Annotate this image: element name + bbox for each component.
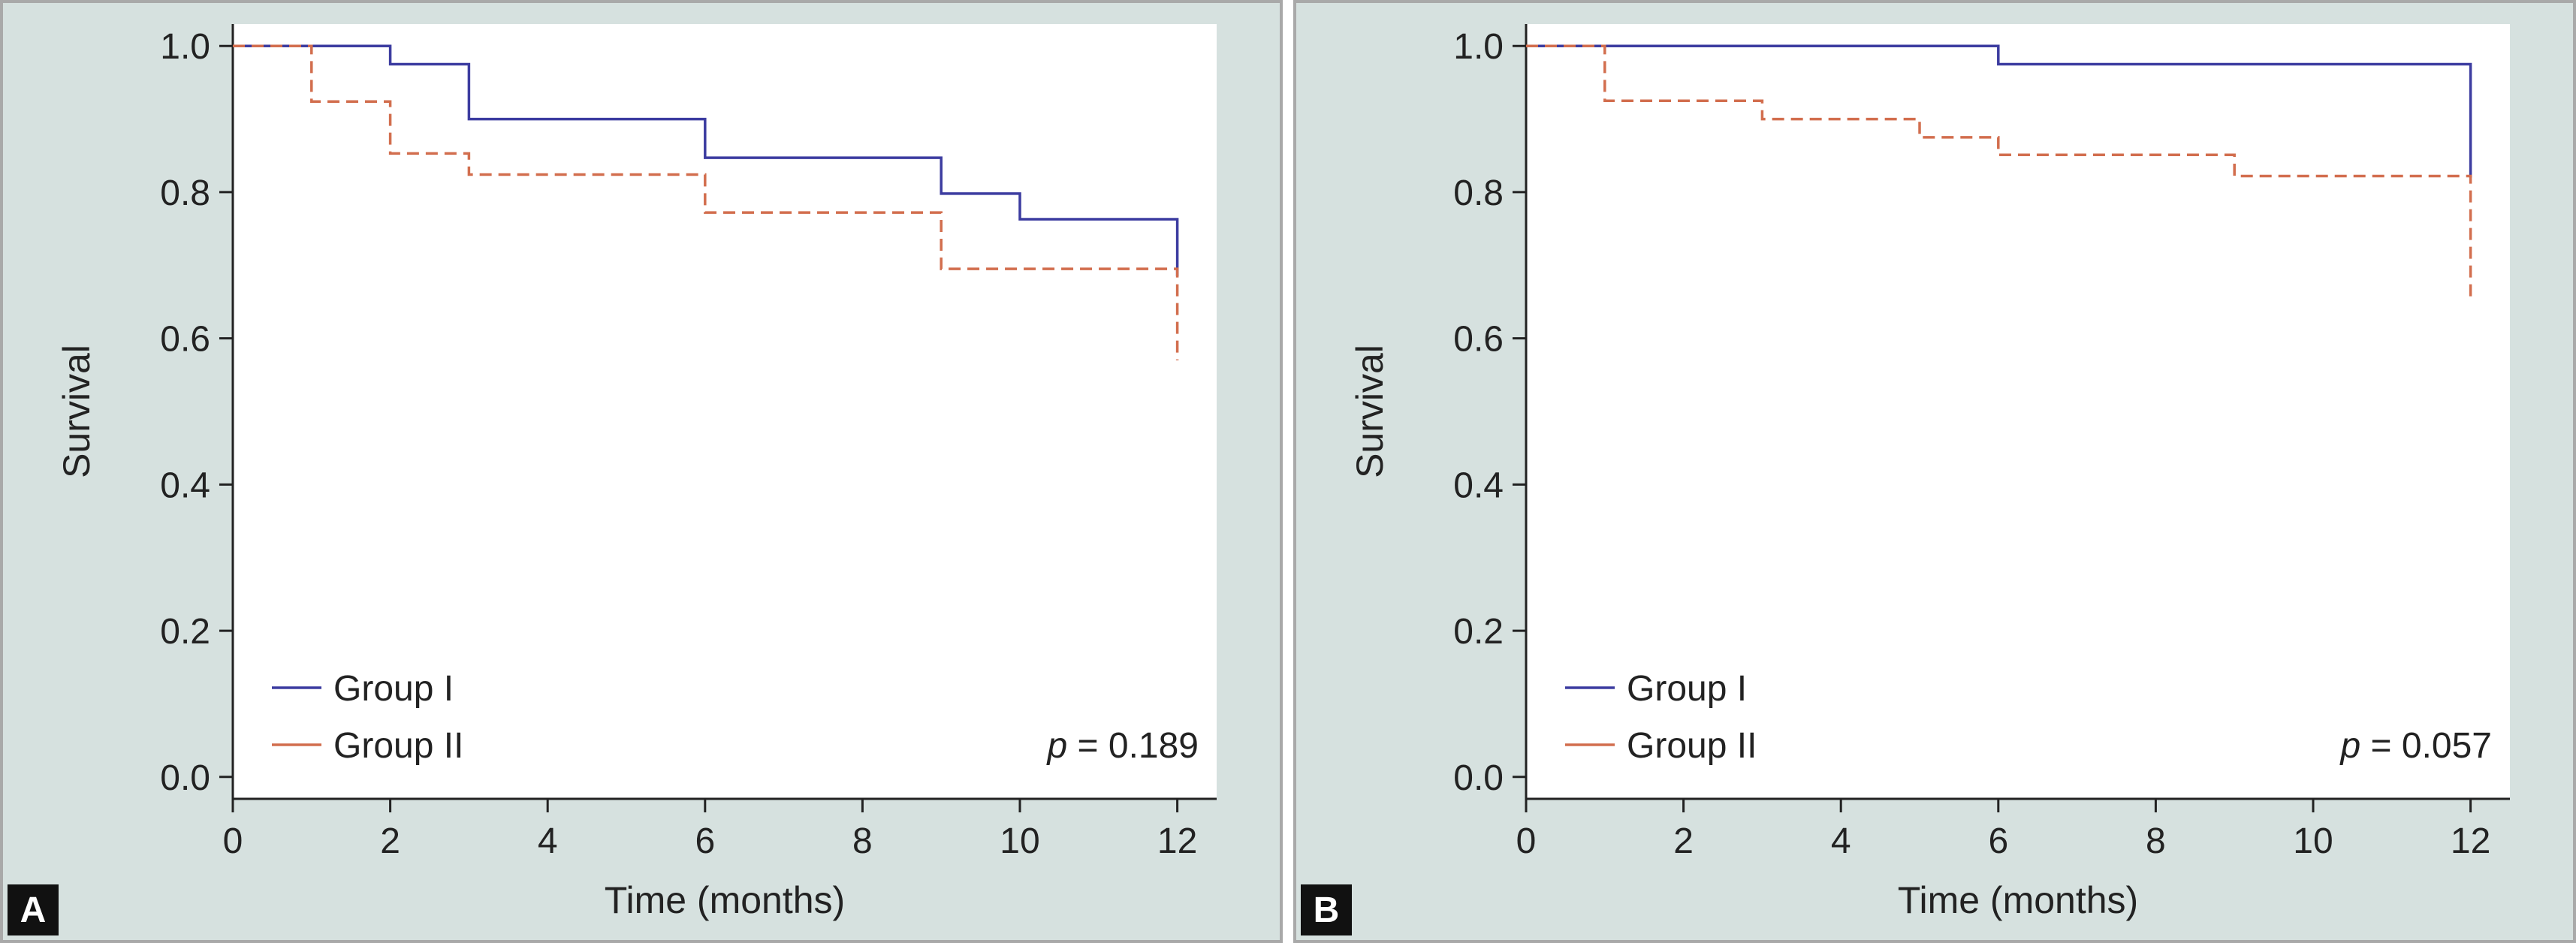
survival-chart-a: 0.0 0.2 0.4 0.6 0.8 1.0 0 2 4 6 8 10 12 Time (months)… <box>56 24 1217 921</box>
plot-area <box>1526 24 2510 799</box>
x-tick-label: 8 <box>852 821 873 861</box>
p-value: = 0.189 <box>1067 726 1199 766</box>
legend-label: Group II <box>1627 726 1757 766</box>
x-tick-label: 6 <box>695 821 715 861</box>
legend-label: Group II <box>333 726 463 766</box>
x-tick-label: 10 <box>1000 821 1039 861</box>
panel-a: 0.0 0.2 0.4 0.6 0.8 1.0 0 2 4 6 8 10 12 Time (months)… <box>0 0 1283 943</box>
p-value-annotation: p = 0.189 <box>1045 726 1199 766</box>
x-axis-label: Time (months) <box>1898 879 2138 921</box>
p-value-annotation: p = 0.057 <box>2339 726 2492 766</box>
x-tick-label: 10 <box>2293 821 2333 861</box>
y-tick-label: 1.0 <box>1453 27 1504 67</box>
y-tick-label: 1.0 <box>160 27 210 67</box>
x-tick-label: 8 <box>2146 821 2166 861</box>
x-tick-label: 0 <box>223 821 243 861</box>
survival-line-group-2 <box>233 44 1179 360</box>
x-tick-label: 12 <box>1157 821 1197 861</box>
x-axis-label: Time (months) <box>605 879 845 921</box>
x-tick-label: 0 <box>1516 821 1537 861</box>
x-tick-label: 4 <box>1831 821 1851 861</box>
x-tick-label: 2 <box>380 821 400 861</box>
x-tick-label: 4 <box>538 821 558 861</box>
x-tick-label: 6 <box>1988 821 2008 861</box>
y-tick-label: 0.8 <box>160 173 210 213</box>
y-axis-label: Survival <box>56 345 98 478</box>
survival-line-group-1 <box>1526 44 2472 178</box>
panel-b: 0.0 0.2 0.4 0.6 0.8 1.0 0 2 4 6 8 10 12 Time (months)… <box>1293 0 2576 943</box>
y-tick-label: 0.8 <box>1453 173 1504 213</box>
y-axis-label: Survival <box>1349 345 1391 478</box>
p-value: = 0.057 <box>2360 726 2492 766</box>
x-tick-label: 2 <box>1673 821 1694 861</box>
p-symbol: p <box>1045 726 1067 766</box>
y-tick-label: 0.2 <box>160 612 210 652</box>
survival-line-group-1 <box>233 44 1179 276</box>
survival-chart-b: 0.0 0.2 0.4 0.6 0.8 1.0 0 2 4 6 8 10 12 Time (months)… <box>1349 24 2510 921</box>
y-tick-label: 0.6 <box>160 320 210 360</box>
y-tick-label: 0.6 <box>1453 320 1504 360</box>
y-tick-label: 0.4 <box>1453 465 1504 505</box>
legend-label: Group I <box>333 669 454 709</box>
legend-label: Group I <box>1627 669 1747 709</box>
panel-label-a: A <box>8 884 59 935</box>
y-tick-label: 0.0 <box>160 758 210 798</box>
p-symbol: p <box>2339 726 2360 766</box>
x-tick-label: 12 <box>2451 821 2490 861</box>
survival-line-group-2 <box>1526 44 2472 299</box>
y-tick-label: 0.4 <box>160 465 210 505</box>
panel-label-b: B <box>1301 884 1352 935</box>
y-tick-label: 0.0 <box>1453 758 1504 798</box>
y-tick-label: 0.2 <box>1453 612 1504 652</box>
